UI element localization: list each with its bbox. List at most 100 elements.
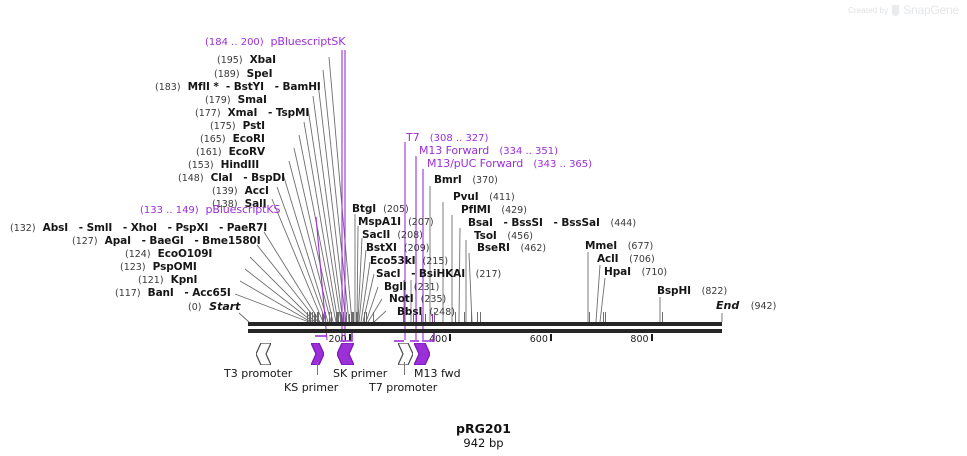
enzyme-name-pspomi: PspOMI bbox=[152, 261, 197, 273]
plasmid-size: 942 bp bbox=[463, 436, 504, 450]
enzyme-label-btgi: BtgI (205) bbox=[352, 203, 409, 216]
enzyme-pos-tsoi: (456) bbox=[507, 231, 533, 242]
feature-arrow-m13-fwd[interactable] bbox=[413, 342, 431, 369]
ruler-tick-800 bbox=[650, 334, 653, 341]
enzyme-name-bsssai: BssSaI bbox=[561, 217, 600, 229]
enzyme-name-xhoi: XhoI bbox=[130, 222, 157, 234]
enzyme-name-baegi: BaeGI bbox=[149, 235, 184, 247]
enzyme-pos-noti: (235) bbox=[420, 294, 447, 305]
enzyme-pos-ecoo109i: (124) bbox=[125, 249, 151, 260]
enzyme-name-acci: AccI bbox=[244, 185, 269, 197]
enzyme-name-psti: PstI bbox=[242, 120, 265, 132]
feature-arrow-sk-primer[interactable] bbox=[336, 342, 355, 369]
enzyme-label-bgli: BglI (231) bbox=[384, 281, 439, 294]
site-tick-pspomi bbox=[309, 312, 311, 323]
start-text: Start bbox=[209, 300, 241, 313]
enzyme-name-noti: NotI bbox=[389, 293, 414, 305]
site-tick-bseri bbox=[480, 312, 482, 323]
enzyme-name-smli: SmlI bbox=[86, 222, 113, 234]
feature-boundary-tick bbox=[412, 314, 414, 323]
feature-boundary-tick bbox=[431, 314, 433, 323]
feature-label-t7: T7 (308 .. 327) bbox=[406, 132, 488, 145]
enzyme-pos-bgli: (231) bbox=[413, 282, 440, 293]
watermark-brand: SnapGene bbox=[903, 3, 959, 17]
site-tick-bgli bbox=[364, 312, 366, 323]
enzyme-label-acli: AclI (706) bbox=[597, 253, 655, 266]
site-tick-bsai bbox=[471, 312, 473, 323]
feature-track-label-ks-primer: KS primer bbox=[284, 381, 339, 394]
enzyme-name-sali: SalI bbox=[244, 198, 267, 210]
enzyme-name-bgli: BglI bbox=[384, 281, 407, 293]
feature-arrow-ks-primer[interactable] bbox=[310, 342, 325, 369]
site-tick-apai bbox=[311, 312, 313, 323]
site-tick-bmri bbox=[434, 312, 436, 323]
enzyme-pos-ecori: (165) bbox=[200, 134, 226, 145]
enzyme-label-pflmi: PflMI (429) bbox=[461, 204, 527, 217]
enzyme-label-sacii: SacII (208) bbox=[362, 229, 423, 242]
enzyme-label-bsphi: BspHI (822) bbox=[657, 285, 727, 298]
enzyme-name-bsihkai: BsiHKAI bbox=[418, 268, 465, 280]
enzyme-pos-hindiii: (153) bbox=[188, 160, 214, 171]
enzyme-name-bani: BanI bbox=[147, 287, 174, 299]
site-tick-btgi bbox=[351, 312, 353, 323]
enzyme-pos-xbai: (195) bbox=[217, 55, 243, 66]
enzyme-pos-acli: (706) bbox=[629, 254, 655, 265]
enzyme-label-acci: (139) AccI bbox=[212, 185, 269, 198]
feature-arrow-t7-promoter[interactable] bbox=[397, 342, 414, 369]
feature-track-label-sk-primer: SK primer bbox=[333, 367, 388, 380]
feature-track-label-t3-promoter: T3 promoter bbox=[224, 367, 293, 380]
feature-connector-ks-primer bbox=[317, 362, 318, 375]
site-tick-eco53ki bbox=[356, 312, 358, 323]
watermark-created-by: Created by bbox=[848, 5, 889, 15]
feature-label-m13-forward: M13 Forward (334 .. 351) bbox=[419, 145, 558, 158]
enzyme-name-bamhi: BamHI bbox=[282, 81, 321, 93]
enzyme-name-eco53ki: Eco53kI bbox=[370, 255, 416, 267]
enzyme-pos-eco53ki: (215) bbox=[422, 256, 449, 267]
feature-boundary-tick bbox=[416, 314, 418, 323]
page-title: pRG201 bbox=[456, 421, 511, 436]
ruler-tick-600 bbox=[549, 334, 552, 341]
enzyme-label-eco53ki: Eco53kI (215) bbox=[370, 255, 448, 268]
enzyme-label-ecorv: (161) EcoRV bbox=[196, 146, 265, 159]
enzyme-label-pspomi: (123) PspOMI bbox=[120, 261, 197, 274]
enzyme-name-sacii: SacII bbox=[362, 229, 391, 241]
enzyme-name-bspdi: BspDI bbox=[251, 172, 285, 184]
feature-arrow-t3-promoter[interactable] bbox=[255, 342, 272, 369]
feature-boundary-tick bbox=[322, 314, 324, 323]
feature-name-m13-puc-forward: M13/pUC Forward bbox=[427, 157, 524, 170]
enzyme-label-mmei: MmeI (677) bbox=[585, 240, 653, 253]
enzyme-pos-bsai: (444) bbox=[610, 218, 637, 229]
enzyme-name-pspxi: PspXI bbox=[175, 222, 209, 234]
feature-boundary-tick bbox=[424, 314, 426, 323]
feature-range-m13-puc-forward: (343 .. 365) bbox=[533, 159, 593, 170]
enzyme-name-bmri: BmrI bbox=[434, 174, 462, 186]
site-tick-hindiii bbox=[324, 312, 326, 323]
ruler-label-600: 600 bbox=[529, 334, 548, 345]
enzyme-name-tsoi: TsoI bbox=[474, 230, 497, 242]
enzyme-pos-bseri: (462) bbox=[520, 243, 547, 254]
site-tick-ecorv bbox=[329, 312, 330, 323]
enzyme-name-spei: SpeI bbox=[246, 68, 273, 80]
site-tick-saci bbox=[357, 312, 359, 323]
site-tick-pflmi bbox=[463, 312, 465, 323]
enzyme-name-bseri: BseRI bbox=[477, 242, 510, 254]
enzyme-label-bseri: BseRI (462) bbox=[477, 242, 546, 255]
enzyme-label-saci-bsihkai: SacI - BsiHKAI (217) bbox=[376, 268, 502, 280]
feature-name-pbluescriptks: pBluescriptKS bbox=[205, 203, 281, 216]
feature-boundary-tick bbox=[314, 314, 316, 323]
enzyme-pos-mfli: (183) bbox=[155, 82, 181, 93]
site-tick-xbai bbox=[346, 312, 348, 323]
enzyme-name-mspa1i: MspA1I bbox=[358, 216, 401, 228]
enzyme-name-pflmi: PflMI bbox=[461, 204, 491, 216]
enzyme-pos-clai: (148) bbox=[178, 173, 204, 184]
dna-strand-top bbox=[248, 322, 722, 326]
label-start: (0) Start bbox=[188, 301, 240, 314]
label-end: End (942) bbox=[716, 300, 776, 313]
enzyme-name-absi: AbsI bbox=[42, 222, 69, 234]
enzyme-label-spei: (189) SpeI bbox=[214, 68, 272, 81]
ruler-label-200: 200 bbox=[328, 334, 347, 345]
feature-boundary-tick bbox=[348, 314, 350, 323]
enzyme-label-noti: NotI (235) bbox=[389, 293, 446, 306]
enzyme-pos-spei: (189) bbox=[214, 69, 240, 80]
